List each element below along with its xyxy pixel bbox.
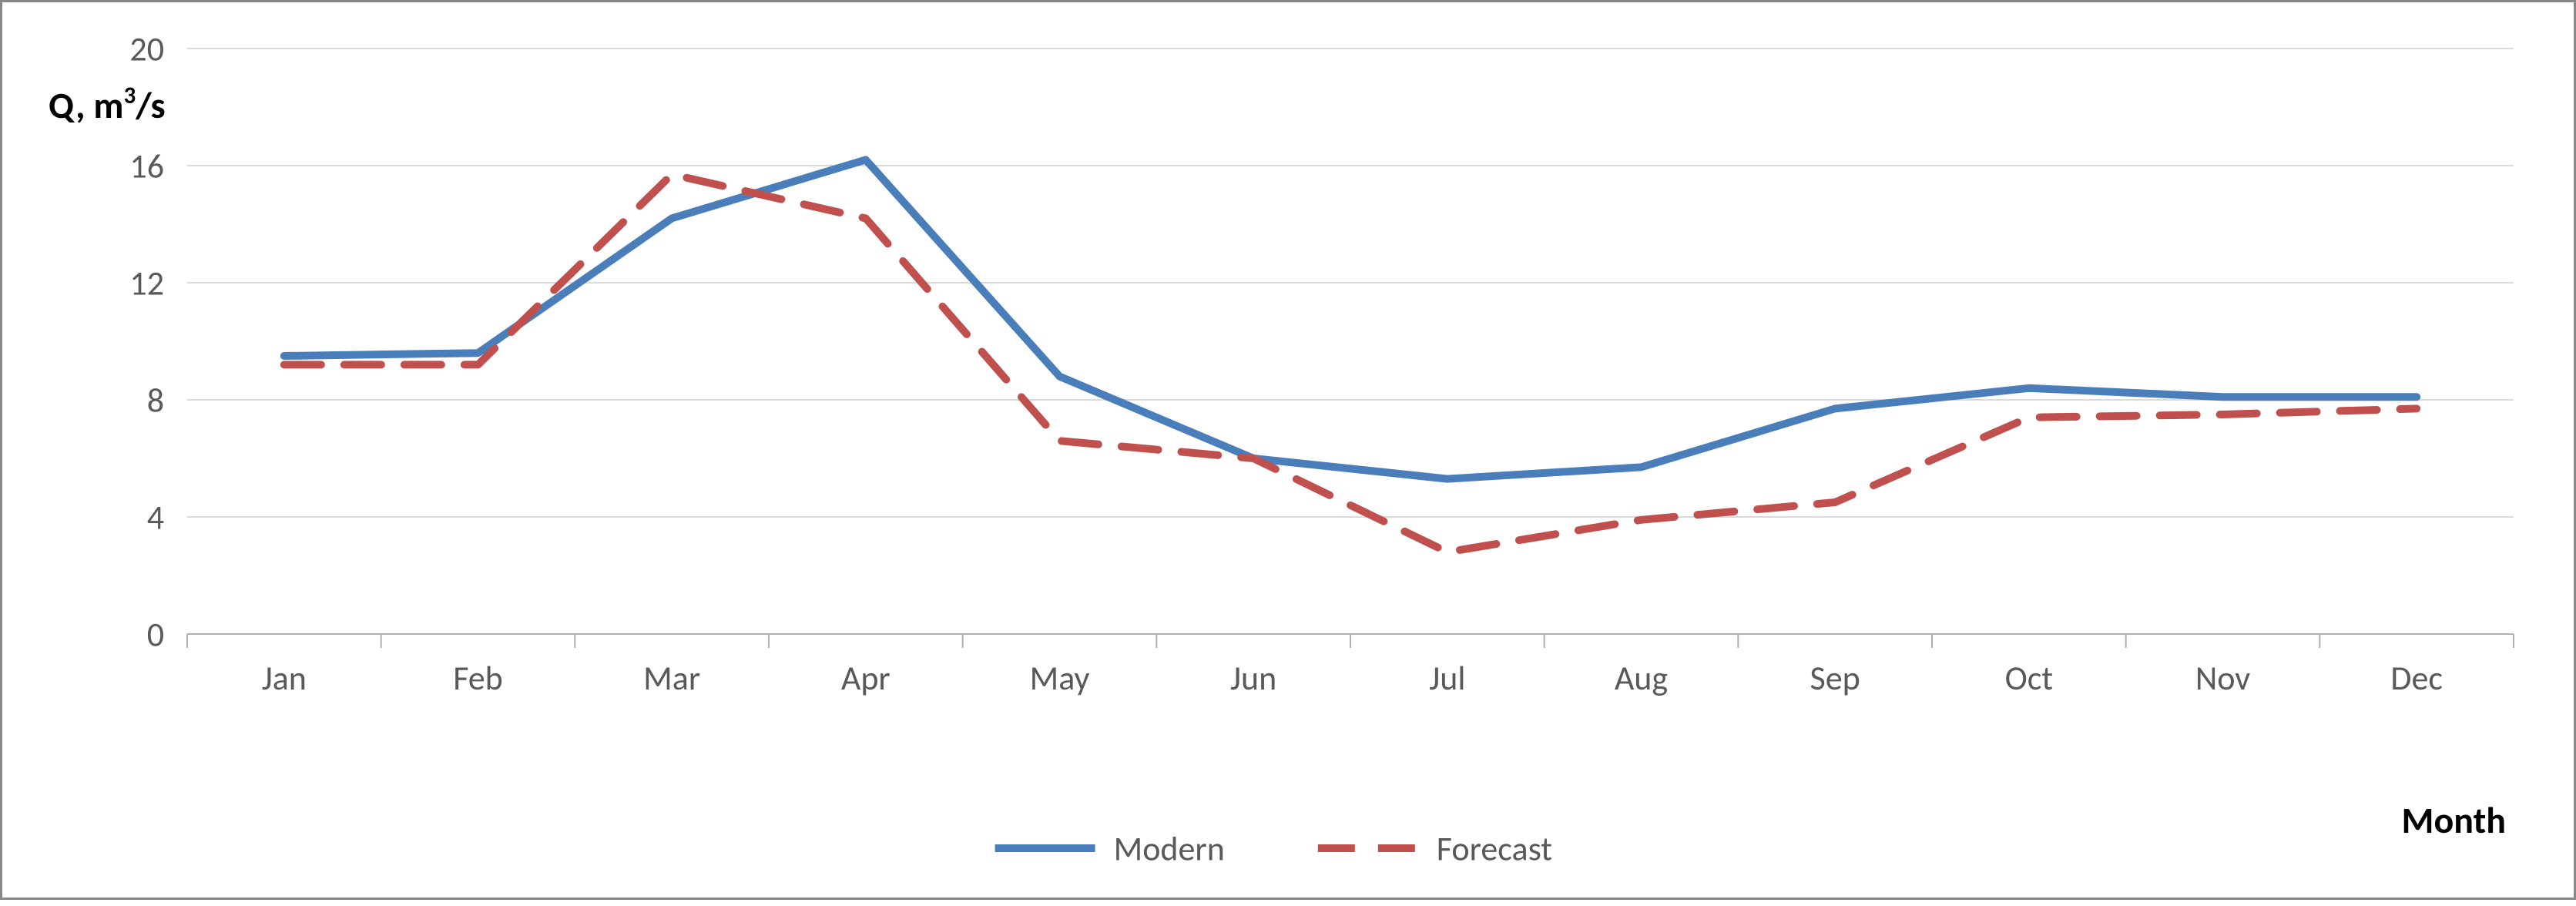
- x-axis-label: Month: [2402, 797, 2506, 843]
- y-tick-label: 4: [147, 496, 164, 538]
- x-tick-label: May: [1030, 657, 1090, 699]
- x-tick-label: Feb: [453, 657, 503, 699]
- x-tick-label: Oct: [2005, 657, 2053, 699]
- x-tick-label: Sep: [1810, 657, 1860, 699]
- y-tick-label: 16: [129, 145, 164, 186]
- x-tick-label: Dec: [2390, 657, 2443, 699]
- x-tick-label: Jan: [262, 657, 307, 699]
- x-tick-label: Apr: [841, 657, 891, 699]
- y-tick-label: 20: [129, 28, 164, 69]
- x-tick-label: Jun: [1230, 657, 1276, 699]
- y-tick-label: 8: [147, 379, 164, 421]
- legend-label: Forecast: [1437, 827, 1552, 869]
- x-tick-label: Nov: [2195, 657, 2250, 699]
- y-tick-label: 0: [147, 613, 164, 655]
- y-axis-label: Q, m3/s: [49, 81, 166, 128]
- x-tick-label: Mar: [643, 657, 700, 699]
- x-tick-label: Jul: [1429, 657, 1465, 699]
- line-chart: 0 4 8 12 16 20 Jan Feb Mar Apr May Jun Jul Aug Sep Oct N…: [2, 2, 2576, 902]
- series-line-forecast: [284, 174, 2417, 552]
- y-tick-label: 12: [129, 262, 164, 304]
- chart-container: 0 4 8 12 16 20 Jan Feb Mar Apr May Jun Jul Aug Sep Oct N…: [0, 0, 2576, 900]
- legend-label: Modern: [1114, 827, 1225, 869]
- x-tick-label: Aug: [1615, 657, 1668, 699]
- series-line-modern: [284, 159, 2417, 478]
